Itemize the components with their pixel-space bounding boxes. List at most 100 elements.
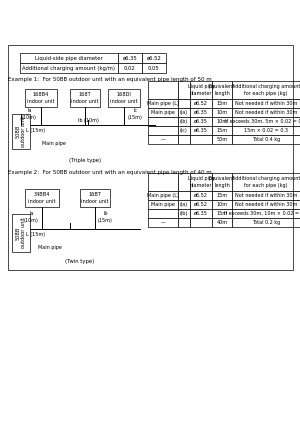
Bar bbox=[190, 81, 212, 99]
Bar bbox=[232, 126, 300, 135]
Bar bbox=[190, 99, 212, 108]
Text: ø6.52: ø6.52 bbox=[147, 56, 161, 60]
Text: 0.05: 0.05 bbox=[148, 65, 160, 71]
Text: Main pipe: Main pipe bbox=[151, 110, 175, 115]
Text: 168DI
indoor unit: 168DI indoor unit bbox=[110, 92, 138, 104]
Bar bbox=[212, 117, 232, 126]
Text: ø6.35: ø6.35 bbox=[194, 110, 208, 115]
Text: Liquid pipe
diameter: Liquid pipe diameter bbox=[188, 176, 214, 187]
Bar bbox=[148, 200, 178, 209]
Bar bbox=[212, 126, 232, 135]
Bar bbox=[148, 209, 178, 218]
Bar bbox=[232, 117, 300, 126]
Text: Not needed if within 30m: Not needed if within 30m bbox=[235, 101, 297, 106]
Bar bbox=[178, 191, 190, 200]
Bar bbox=[212, 191, 232, 200]
Bar bbox=[178, 108, 190, 117]
Bar bbox=[190, 218, 212, 227]
Text: 15m × 0.02 = 0.3: 15m × 0.02 = 0.3 bbox=[244, 128, 288, 133]
Text: ø6.52: ø6.52 bbox=[194, 101, 208, 106]
Text: 10m: 10m bbox=[216, 119, 228, 124]
Text: 15m: 15m bbox=[216, 128, 228, 133]
Bar bbox=[148, 218, 178, 227]
Bar bbox=[20, 53, 118, 63]
Text: Additional charging amount
for each pipe (kg): Additional charging amount for each pipe… bbox=[232, 85, 300, 96]
Bar bbox=[190, 126, 212, 135]
Bar bbox=[12, 214, 30, 252]
Bar bbox=[148, 135, 178, 144]
Bar bbox=[178, 135, 190, 144]
Bar bbox=[190, 200, 212, 209]
Text: Not needed if within 30m: Not needed if within 30m bbox=[235, 193, 297, 198]
Bar bbox=[212, 173, 232, 191]
Text: (lc): (lc) bbox=[180, 128, 188, 133]
Bar bbox=[178, 117, 190, 126]
Text: L (15m): L (15m) bbox=[26, 232, 46, 236]
Bar bbox=[178, 99, 190, 108]
Text: (la): (la) bbox=[180, 110, 188, 115]
Bar bbox=[80, 189, 110, 207]
Bar bbox=[118, 63, 142, 73]
Bar bbox=[25, 89, 57, 107]
Text: ø6.35: ø6.35 bbox=[194, 128, 208, 133]
Bar bbox=[212, 209, 232, 218]
Bar bbox=[232, 108, 300, 117]
Bar bbox=[190, 135, 212, 144]
Bar bbox=[190, 173, 212, 191]
Text: ø6.52: ø6.52 bbox=[194, 193, 208, 198]
Text: lc
(15m): lc (15m) bbox=[128, 108, 143, 119]
Bar bbox=[232, 209, 300, 218]
Bar bbox=[108, 89, 140, 107]
Text: Example 1:  For 50BB outdoor unit with an equivalent pipe length of 50 m: Example 1: For 50BB outdoor unit with an… bbox=[8, 77, 212, 82]
Text: Additional charging amount
for each pipe (kg): Additional charging amount for each pipe… bbox=[232, 176, 300, 187]
Text: Main pipe (L): Main pipe (L) bbox=[147, 101, 179, 106]
Text: 16BT
indoor unit: 16BT indoor unit bbox=[81, 193, 109, 204]
Text: Liquid-side pipe diameter: Liquid-side pipe diameter bbox=[35, 56, 103, 60]
Text: ø6.35: ø6.35 bbox=[123, 56, 137, 60]
Text: Main pipe: Main pipe bbox=[151, 202, 175, 207]
Text: 15m: 15m bbox=[216, 193, 228, 198]
Text: Main pipe: Main pipe bbox=[42, 141, 66, 146]
Bar bbox=[178, 209, 190, 218]
Bar bbox=[178, 200, 190, 209]
Bar bbox=[178, 173, 190, 191]
Bar bbox=[190, 117, 212, 126]
Bar bbox=[232, 135, 300, 144]
Text: (Twin type): (Twin type) bbox=[65, 260, 94, 264]
Bar bbox=[212, 135, 232, 144]
Bar bbox=[148, 81, 178, 99]
Text: ø6.52: ø6.52 bbox=[194, 202, 208, 207]
Text: (Triple type): (Triple type) bbox=[69, 158, 101, 162]
Text: Not needed if within 30m: Not needed if within 30m bbox=[235, 110, 297, 115]
Text: Main pipe (L): Main pipe (L) bbox=[147, 193, 179, 198]
Bar bbox=[190, 209, 212, 218]
Text: 168T
indoor unit: 168T indoor unit bbox=[71, 92, 99, 104]
Text: lb
(15m): lb (15m) bbox=[98, 211, 113, 223]
Bar bbox=[118, 53, 142, 63]
Bar bbox=[212, 200, 232, 209]
Text: 168B4
indoor unit: 168B4 indoor unit bbox=[27, 92, 55, 104]
Text: (lb): (lb) bbox=[180, 119, 188, 124]
Text: ø6.35: ø6.35 bbox=[194, 119, 208, 124]
Text: —: — bbox=[160, 137, 165, 142]
Bar bbox=[148, 99, 178, 108]
Text: If exceeds 30m, 10m × 0.02 = 0.2: If exceeds 30m, 10m × 0.02 = 0.2 bbox=[224, 211, 300, 216]
Text: 50BB
outdoor unit: 50BB outdoor unit bbox=[16, 116, 26, 147]
Bar bbox=[8, 45, 293, 270]
Bar bbox=[70, 89, 100, 107]
Bar bbox=[148, 191, 178, 200]
Text: Example 2:  For 50BB outdoor unit with an equivalent pipe length of 40 m: Example 2: For 50BB outdoor unit with an… bbox=[8, 170, 212, 175]
Text: Equivalent
length: Equivalent length bbox=[209, 176, 235, 187]
Text: lb (10m): lb (10m) bbox=[78, 117, 98, 122]
Bar bbox=[190, 191, 212, 200]
Text: 10m: 10m bbox=[216, 202, 228, 207]
Text: Total 0.2 kg: Total 0.2 kg bbox=[252, 220, 280, 225]
Text: L (15m): L (15m) bbox=[26, 128, 45, 133]
Text: ø6.35: ø6.35 bbox=[194, 211, 208, 216]
Bar bbox=[232, 200, 300, 209]
Bar bbox=[212, 99, 232, 108]
Bar bbox=[212, 81, 232, 99]
Text: la
(10m): la (10m) bbox=[24, 211, 39, 223]
Bar bbox=[232, 99, 300, 108]
Text: Main pipe: Main pipe bbox=[38, 245, 62, 250]
